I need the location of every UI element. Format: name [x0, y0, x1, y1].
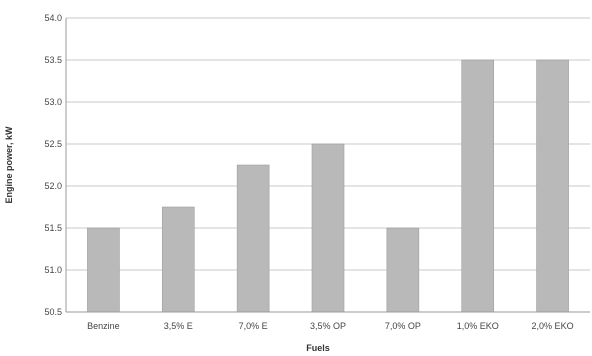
bars [87, 59, 569, 313]
x-tick-label: 2,0% EKO [532, 321, 574, 331]
y-tick-label: 54.0 [44, 13, 62, 23]
y-tick-label: 52.0 [44, 181, 62, 191]
y-tick-label: 53.5 [44, 55, 62, 65]
x-tick-label: Benzine [87, 321, 120, 331]
x-tick-label: 1,0% EKO [457, 321, 499, 331]
bar [386, 227, 420, 313]
y-tick-label: 50.5 [44, 307, 62, 317]
x-tick-labels: Benzine 3,5% E 7,0% E 3,5% OP 7,0% OP 1,0% EK… [87, 321, 573, 331]
y-axis-title: Engine power, kW [4, 126, 14, 204]
bar [236, 164, 270, 313]
y-tick-label: 51.0 [44, 265, 62, 275]
x-tick-label: 3,5% E [164, 321, 193, 331]
x-tick-label: 3,5% OP [310, 321, 346, 331]
bar [461, 59, 495, 313]
bar [87, 227, 120, 313]
y-tick-label: 53.0 [44, 97, 62, 107]
y-tick-labels: 54.0 53.5 53.0 52.5 52.0 51.5 51.0 50.5 [44, 13, 62, 317]
bar [536, 59, 569, 313]
y-tick-label: 52.5 [44, 139, 62, 149]
y-tick-label: 51.5 [44, 223, 62, 233]
x-axis-title: Fuels [306, 343, 330, 353]
bar [161, 206, 195, 313]
bar [311, 143, 345, 313]
x-tick-label: 7,0% E [239, 321, 268, 331]
x-tick-label: 7,0% OP [385, 321, 421, 331]
